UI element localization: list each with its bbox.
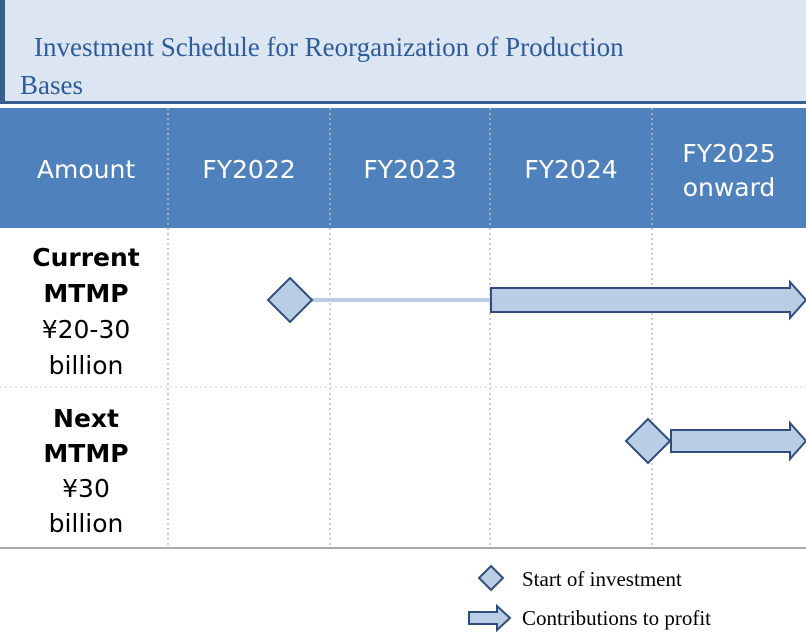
legend-arrow xyxy=(468,603,512,632)
title-border xyxy=(0,0,5,104)
title: Investment Schedule for Reorganization o… xyxy=(34,32,624,62)
row-name: Next xyxy=(53,404,119,433)
column-header: onward xyxy=(683,173,776,202)
profit-arrow xyxy=(670,420,806,462)
header-row xyxy=(0,108,806,228)
row-amount: ¥30 xyxy=(62,474,110,503)
legend-diamond xyxy=(477,564,505,592)
start-diamond xyxy=(266,276,314,324)
legend-label: Start of investment xyxy=(522,567,682,591)
profit-arrow xyxy=(490,279,806,321)
column-header: FY2025 xyxy=(682,139,775,168)
column-header: FY2023 xyxy=(363,155,456,184)
title-box xyxy=(0,0,806,104)
column-header: FY2022 xyxy=(202,155,295,184)
title: Bases xyxy=(20,70,83,100)
row-amount: ¥20-30 xyxy=(42,315,131,344)
column-header: FY2024 xyxy=(524,155,617,184)
grid xyxy=(0,108,806,549)
row-amount: billion xyxy=(49,351,124,380)
row-amount: billion xyxy=(49,509,124,538)
legend-label: Contributions to profit xyxy=(522,606,711,630)
row-name: MTMP xyxy=(43,439,128,468)
column-header: Amount xyxy=(37,155,135,184)
start-diamond xyxy=(624,417,672,465)
title-border xyxy=(0,101,806,104)
row-name: Current xyxy=(32,243,140,272)
row-name: MTMP xyxy=(43,279,128,308)
